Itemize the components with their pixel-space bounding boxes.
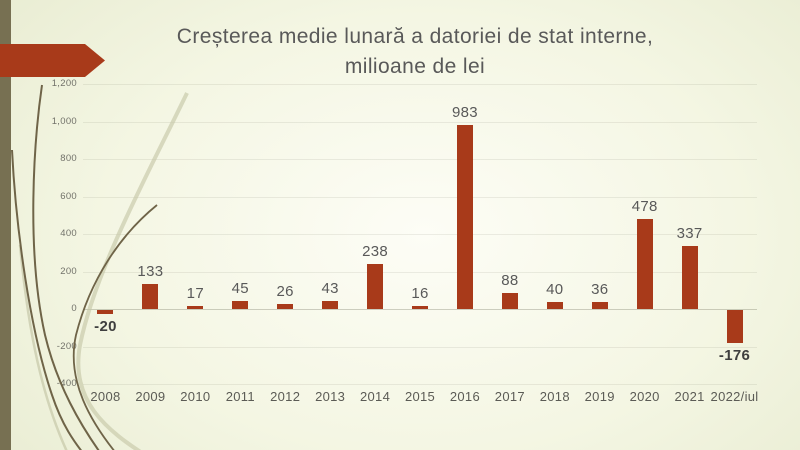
gridline	[83, 346, 757, 348]
gridline	[83, 384, 757, 385]
bar	[681, 245, 698, 309]
y-axis-label: 200	[60, 265, 77, 277]
bar-value-label: 40	[546, 280, 564, 298]
arrow-accent-shape	[0, 44, 105, 77]
bar	[412, 306, 428, 309]
gridline	[83, 121, 757, 123]
x-axis-label: 2017	[494, 389, 525, 404]
x-axis-label: 2012	[270, 389, 301, 404]
bar-value-label: 88	[501, 271, 519, 289]
bar-value-label: -20	[94, 317, 117, 335]
x-axis-label: 2015	[404, 389, 436, 404]
slide-title: Creșterea medie lunară a datoriei de sta…	[95, 22, 735, 82]
bar-value-label: 16	[411, 285, 429, 302]
bar	[546, 301, 563, 309]
y-axis-label: -400	[56, 378, 77, 389]
gridline	[83, 84, 757, 85]
y-axis-label: 1,200	[51, 78, 77, 89]
slide-left-edge-bar	[0, 0, 11, 450]
bar-value-label: 983	[451, 103, 478, 121]
y-axis-label: 1,000	[51, 115, 77, 127]
bar	[456, 124, 473, 309]
bar	[591, 302, 608, 309]
bar-value-label: 478	[631, 198, 658, 216]
bar	[142, 284, 159, 309]
gridline	[83, 196, 757, 198]
x-axis-label: 2020	[629, 389, 660, 404]
y-axis-label: -200	[56, 340, 77, 352]
bar-value-label: 26	[276, 283, 294, 301]
slide-title-line2: milioane de lei	[344, 55, 486, 78]
gridline	[83, 159, 757, 160]
gridline	[83, 234, 757, 235]
bar-value-label: 17	[186, 284, 204, 302]
x-axis-label: 2011	[225, 389, 255, 404]
bar	[322, 300, 339, 309]
bar	[97, 310, 114, 314]
bar	[501, 292, 518, 309]
bar	[187, 305, 204, 309]
bar-value-label: 238	[362, 243, 389, 261]
bar	[367, 264, 384, 309]
x-axis-label: 2018	[539, 389, 570, 404]
x-axis-label: 2013	[315, 389, 346, 404]
bar-value-label: 36	[591, 281, 609, 299]
bar-value-label: -176	[718, 347, 751, 364]
x-axis-label: 2016	[449, 389, 480, 404]
y-axis-label: 800	[60, 153, 77, 164]
x-axis-line	[83, 309, 757, 310]
bar-value-label: 337	[676, 224, 703, 242]
gridline	[83, 271, 757, 273]
x-axis-label: 2019	[584, 389, 615, 404]
bar	[726, 310, 743, 343]
bar	[232, 300, 249, 309]
bar-value-label: 45	[231, 279, 249, 297]
x-axis-label: 2014	[360, 389, 391, 404]
y-axis-label: 600	[60, 190, 77, 202]
bar	[636, 219, 653, 309]
x-axis-label: 2022/iul	[710, 389, 759, 404]
slide-title-line1: Creșterea medie lunară a datoriei de sta…	[176, 25, 654, 48]
y-axis-label: 0	[71, 303, 77, 314]
bar	[277, 304, 294, 309]
x-axis-label: 2021	[674, 389, 705, 404]
bar-value-label: 133	[137, 263, 164, 281]
y-axis-label: 400	[60, 228, 77, 239]
bar-value-label: 43	[321, 279, 339, 297]
